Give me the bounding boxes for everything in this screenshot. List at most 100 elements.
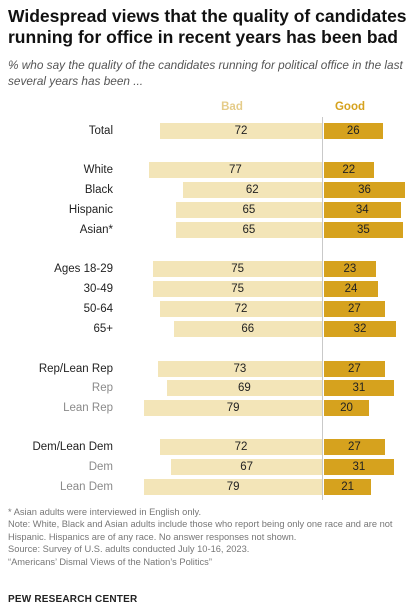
bar-good <box>324 439 385 455</box>
bar-bad <box>144 400 322 416</box>
chart-notes: * Asian adults were interviewed in Engli… <box>8 506 416 568</box>
bar-bad <box>144 479 322 495</box>
row-label: Rep/Lean Rep <box>38 363 113 375</box>
table-row: 30-49 75 24 <box>0 281 420 297</box>
row-label: Dem <box>88 461 113 473</box>
table-row: Total 72 26 <box>0 123 420 139</box>
bar-bad-label: 73 <box>233 363 247 375</box>
bar-bad-label: 75 <box>231 263 245 275</box>
bar-good <box>324 321 396 337</box>
chart-subtitle: % who say the quality of the candidates … <box>8 58 403 88</box>
bar-bad-label: 72 <box>234 441 248 453</box>
table-row: 50-64 72 27 <box>0 301 420 317</box>
bar-good-label: 24 <box>344 283 358 295</box>
bar-good-label: 20 <box>340 402 353 414</box>
bar-good <box>324 301 385 317</box>
row-label: 30-49 <box>83 283 113 295</box>
bar-good-label: 34 <box>355 204 369 216</box>
table-row: Rep/Lean Rep 73 27 <box>0 361 420 377</box>
bar-good-label: 35 <box>356 224 370 236</box>
bar-good <box>324 361 385 377</box>
bar-good <box>324 400 369 416</box>
bar-bad <box>160 123 322 139</box>
bar-good-label: 31 <box>352 461 366 473</box>
source-organization: PEW RESEARCH CENTER <box>8 594 138 605</box>
row-label: White <box>83 164 113 176</box>
bar-bad <box>157 361 322 377</box>
bar-good <box>324 380 394 396</box>
row-label: Total <box>88 125 113 137</box>
bar-bad <box>160 301 322 317</box>
table-row: Rep 69 31 <box>0 380 420 396</box>
legend-good: Good <box>334 101 366 113</box>
bar-bad-label: 67 <box>240 461 254 473</box>
row-label: 65+ <box>93 323 113 335</box>
bar-bad <box>153 281 322 297</box>
bar-bad <box>148 162 322 178</box>
row-label: Dem/Lean Dem <box>32 441 113 453</box>
chart-title: Widespread views that the quality of can… <box>8 6 407 47</box>
bar-good-label: 36 <box>358 184 371 196</box>
bar-good <box>324 202 401 218</box>
bar-bad <box>160 439 322 455</box>
note-asian: * Asian adults were interviewed in Engli… <box>8 507 202 517</box>
bar-bad-label: 66 <box>241 323 255 335</box>
bar-good <box>324 459 394 475</box>
bar-good-label: 27 <box>347 441 361 453</box>
bar-good <box>324 261 376 277</box>
table-row: White 77 22 <box>0 162 420 178</box>
legend-bad: Bad <box>221 101 243 113</box>
bar-good <box>324 479 372 495</box>
bar-good <box>324 281 378 297</box>
bar-bad <box>173 321 322 337</box>
bar-bad <box>171 459 322 475</box>
bar-bad-label: 65 <box>242 204 256 216</box>
note-source: Source: Survey of U.S. adults conducted … <box>8 544 250 555</box>
bar-bad-label: 62 <box>245 184 259 196</box>
note-race: Note: White, Black and Asian adults incl… <box>8 519 393 542</box>
table-row: Lean Rep 79 20 <box>0 400 420 416</box>
row-label: 50-64 <box>83 303 113 315</box>
row-label: Hispanic <box>68 204 113 216</box>
bar-bad <box>175 222 322 238</box>
bar-bad-label: 79 <box>226 402 240 414</box>
bar-bad-label: 75 <box>231 283 245 295</box>
table-row: Dem 67 31 <box>0 459 420 475</box>
table-row: 65+ 66 32 <box>0 321 420 337</box>
bar-bad-label: 77 <box>228 164 242 176</box>
zero-divider-line <box>322 117 323 500</box>
table-row: Black 62 36 <box>0 182 420 198</box>
bar-good <box>324 182 405 198</box>
bar-bad-label: 79 <box>226 481 240 493</box>
table-row: Hispanic 65 34 <box>0 202 420 218</box>
bar-good-label: 23 <box>343 263 357 275</box>
table-row: Dem/Lean Dem 72 27 <box>0 439 420 455</box>
row-label: Asian* <box>79 224 113 236</box>
row-label: Lean Dem <box>59 481 113 493</box>
bar-good-label: 31 <box>352 382 366 394</box>
bar-good-label: 27 <box>347 363 361 375</box>
bar-bad-label: 72 <box>234 303 248 315</box>
bar-bad <box>166 380 322 396</box>
bar-bad <box>153 261 322 277</box>
bar-good-label: 32 <box>353 323 367 335</box>
bar-good <box>324 123 383 139</box>
bar-good-label: 26 <box>346 125 360 137</box>
bar-bad-label: 72 <box>234 125 248 137</box>
bar-bad <box>175 202 322 218</box>
bar-good-label: 21 <box>341 481 355 493</box>
table-row: Ages 18-29 75 23 <box>0 261 420 277</box>
bar-good <box>324 162 374 178</box>
bar-bad <box>182 182 322 198</box>
bar-bad-label: 69 <box>237 382 251 394</box>
note-report: “Americans’ Dismal Views of the Nation’s… <box>8 556 212 567</box>
row-label: Ages 18-29 <box>54 263 113 275</box>
bar-good <box>324 222 403 238</box>
row-label: Rep <box>91 382 113 394</box>
bar-bad-label: 65 <box>242 224 256 236</box>
table-row: Lean Dem 79 21 <box>0 479 420 495</box>
bar-good-label: 22 <box>342 164 356 176</box>
bar-good-label: 27 <box>347 303 361 315</box>
table-row: Asian* 65 35 <box>0 222 420 238</box>
row-label: Lean Rep <box>63 402 113 414</box>
